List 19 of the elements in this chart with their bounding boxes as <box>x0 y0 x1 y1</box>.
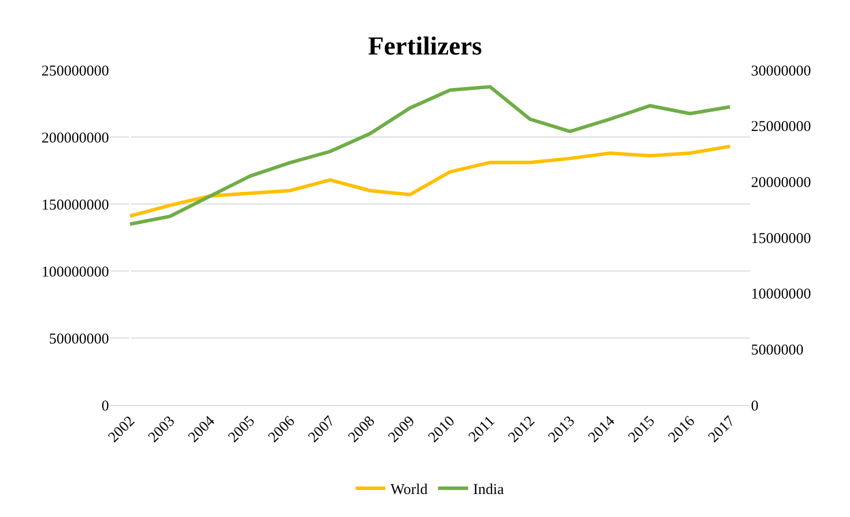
y-tick-label: 100000000 <box>42 264 109 280</box>
y2-tick-label: 30000000 <box>751 63 811 80</box>
line-series <box>128 144 732 218</box>
y2-tick-label: 20000000 <box>751 174 811 191</box>
x-tick-label: 2011 <box>466 413 498 446</box>
y-tick-label: 200000000 <box>42 130 109 146</box>
legend-label: World <box>390 482 428 498</box>
legend-label: India <box>473 482 504 498</box>
y-tick-label: 150000000 <box>42 197 109 214</box>
y2-tick-label: 25000000 <box>751 119 811 136</box>
y-tick-label: 0 <box>102 398 109 414</box>
y2-tick-label: 15000000 <box>751 230 811 247</box>
y2-tick-label: 10000000 <box>751 286 811 303</box>
chart-title: Fertilizers <box>368 31 482 60</box>
y-tick-label: 50000000 <box>49 331 109 348</box>
y-tick-label: 250000000 <box>42 63 109 80</box>
y2-tick-label: 0 <box>751 398 758 414</box>
line-series <box>128 85 732 226</box>
y2-tick-label: 5000000 <box>751 342 804 358</box>
